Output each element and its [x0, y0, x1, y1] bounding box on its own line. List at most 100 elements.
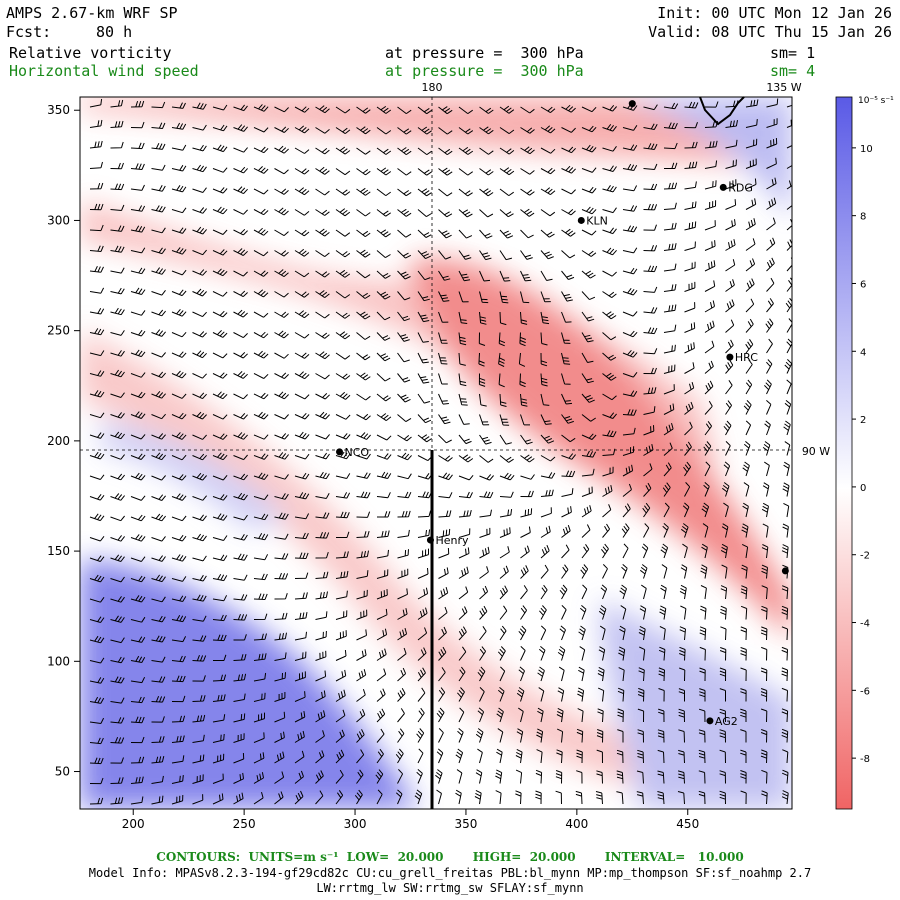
- wind-barb: [699, 646, 706, 661]
- wind-barb: [458, 229, 473, 239]
- wind-barb: [110, 515, 125, 522]
- wind-barb: [622, 225, 638, 233]
- forecast-label: Fcst:: [6, 23, 52, 41]
- wind-barb: [745, 420, 752, 436]
- wind-barb: [294, 572, 309, 579]
- wind-barb: [617, 729, 624, 743]
- wind-barb: [274, 612, 288, 620]
- wind-barb: [684, 441, 692, 456]
- wind-barb: [274, 771, 285, 784]
- wind-barb: [641, 584, 647, 600]
- wind-barb: [622, 427, 636, 436]
- y-tick-label: 200: [47, 434, 70, 448]
- field2-smoothing: sm= 4: [770, 62, 816, 80]
- wind-barb: [417, 250, 432, 260]
- wind-barb: [151, 615, 166, 623]
- wind-barb: [438, 510, 452, 518]
- wind-barb: [336, 531, 350, 538]
- wind-barb: [89, 717, 105, 724]
- wind-barb: [110, 797, 124, 805]
- wind-barb: [253, 513, 269, 521]
- wind-barb: [520, 146, 535, 155]
- wind-barb: [315, 452, 330, 460]
- wind-barb: [212, 124, 228, 132]
- wind-barb: [761, 769, 768, 784]
- wind-barb: [458, 393, 468, 406]
- wind-barb: [417, 209, 432, 218]
- colorbar-unit: 10⁻⁵ s⁻¹: [858, 96, 894, 106]
- wind-barb: [274, 672, 286, 682]
- wind-barb: [596, 749, 603, 764]
- wind-barb: [89, 328, 105, 336]
- wind-barb: [274, 126, 289, 133]
- wind-barb: [213, 654, 227, 661]
- wind-barb: [704, 300, 715, 313]
- wind-barb: [557, 646, 566, 661]
- wind-barb: [151, 164, 166, 171]
- wind-barb: [561, 605, 567, 620]
- wind-barb: [294, 552, 309, 559]
- wind-barb: [89, 161, 103, 169]
- wind-barb: [581, 125, 597, 133]
- wind-barb: [781, 585, 789, 600]
- wind-barb: [719, 770, 726, 784]
- wind-barb: [540, 125, 556, 134]
- wind-barb: [438, 626, 447, 641]
- wind-barb: [335, 291, 351, 299]
- wind-barb: [786, 379, 792, 395]
- wind-barb: [740, 626, 747, 641]
- wind-barb: [356, 352, 371, 361]
- wind-barb: [602, 352, 617, 361]
- x-tick-label: 400: [565, 817, 588, 831]
- wind-barb: [639, 646, 646, 661]
- wind-barb: [376, 311, 391, 321]
- wind-barb: [499, 250, 513, 261]
- wind-barb: [274, 692, 286, 702]
- wind-barb: [233, 594, 248, 601]
- wind-barb: [581, 270, 596, 279]
- wind-barb: [274, 751, 285, 764]
- wind-barb: [760, 749, 768, 764]
- wind-barb: [596, 770, 603, 784]
- wind-barb: [458, 547, 470, 559]
- wind-barb: [684, 281, 696, 292]
- wind-barb: [725, 279, 735, 292]
- wind-barb: [616, 749, 624, 764]
- wind-barb: [171, 331, 187, 338]
- wind-barb: [192, 226, 207, 235]
- wind-barb: [294, 125, 310, 134]
- wind-barb: [704, 400, 713, 415]
- wind-barb: [171, 393, 187, 399]
- wind-barb: [151, 227, 166, 234]
- wind-barb: [520, 474, 535, 480]
- wind-barb: [356, 550, 369, 559]
- wind-barb: [212, 310, 228, 318]
- wind-barb: [171, 102, 186, 109]
- wind-barb: [660, 584, 667, 600]
- wind-barb: [643, 348, 658, 355]
- wind-barb: [233, 270, 248, 277]
- wind-barb: [233, 352, 248, 359]
- wind-barb: [417, 567, 429, 579]
- wind-barb: [578, 625, 586, 641]
- wind-barb: [766, 217, 776, 231]
- wind-barb: [130, 514, 146, 522]
- wind-barb: [130, 495, 146, 501]
- wind-barb: [253, 593, 268, 600]
- wind-barb: [212, 187, 228, 194]
- wind-barb: [458, 707, 465, 723]
- wind-barb: [682, 543, 688, 559]
- wind-barb: [397, 728, 405, 743]
- model-info: Model Info: MPASv8.2.3-194-gf29cd82c CU:…: [88, 866, 812, 880]
- wind-barb: [130, 310, 146, 316]
- wind-barb: [130, 796, 144, 805]
- wind-barb: [253, 289, 269, 298]
- wind-barb: [335, 709, 346, 723]
- field2-name: Horizontal wind speed: [9, 62, 199, 80]
- wind-barb: [561, 470, 576, 478]
- wind-barb: [741, 523, 749, 538]
- field2-level: at pressure = 300 hPa: [385, 62, 584, 80]
- wind-barb: [253, 392, 269, 400]
- wind-barb: [520, 106, 535, 114]
- wind-barb: [782, 523, 789, 538]
